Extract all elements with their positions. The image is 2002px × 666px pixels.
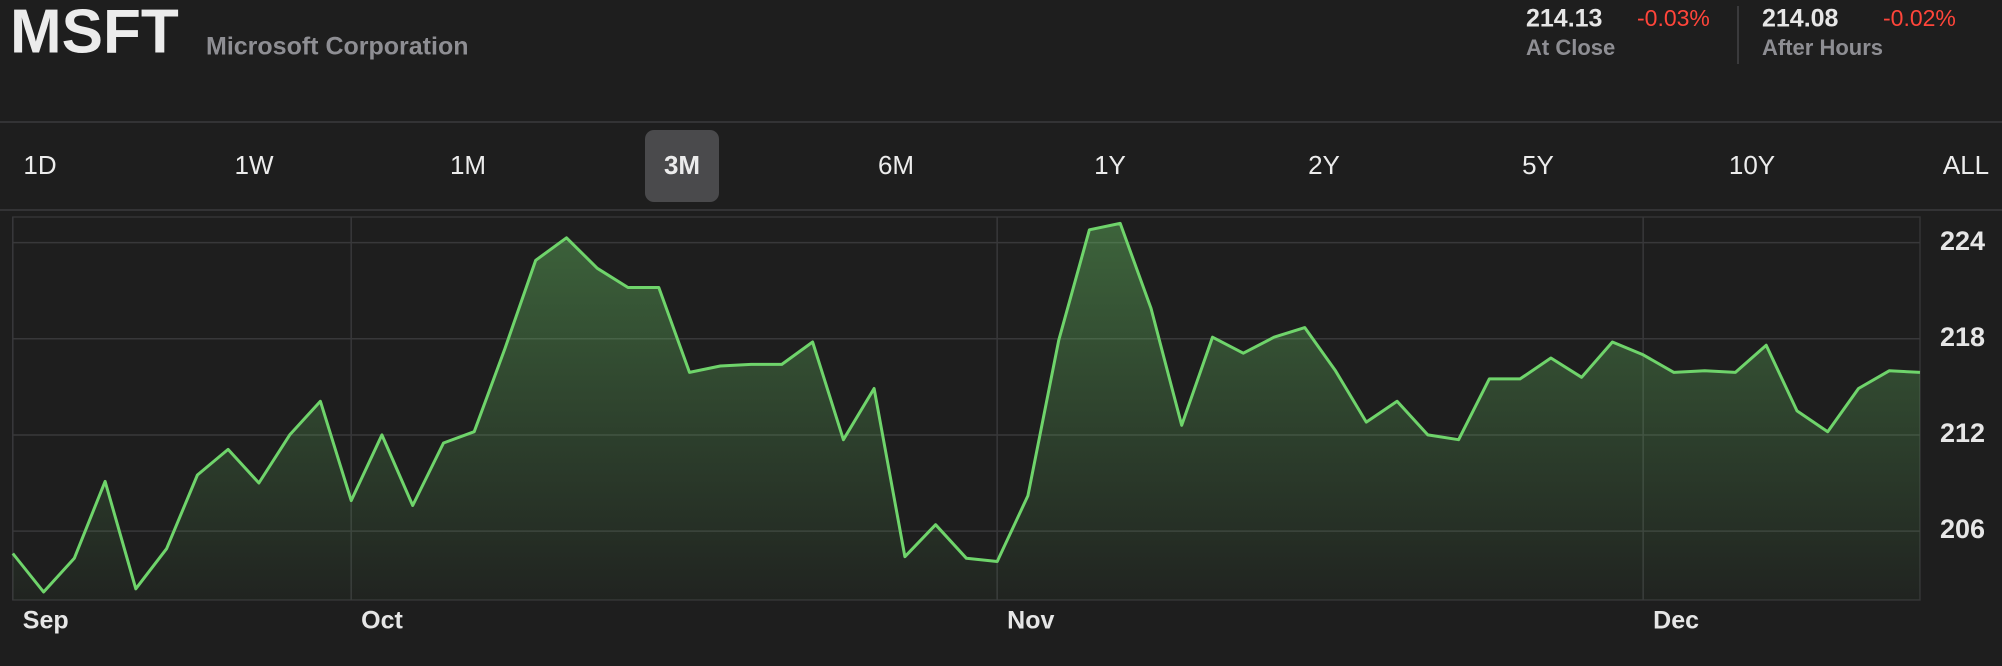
after-label: After Hours: [1762, 35, 1883, 60]
range-tab[interactable]: 10Y: [1729, 150, 1775, 180]
active-tab-bg: [645, 130, 719, 202]
x-tick-label: Nov: [1007, 607, 1054, 635]
y-tick-label: 224: [1940, 226, 1985, 256]
y-tick-label: 206: [1940, 514, 1985, 544]
y-tick-label: 218: [1940, 322, 1985, 352]
price-line: [11, 221, 1921, 594]
after-change: -0.02%: [1883, 5, 1956, 31]
after-price: 214.08: [1762, 5, 1839, 33]
x-tick-label: Dec: [1653, 607, 1699, 635]
range-tab[interactable]: 1M: [450, 150, 486, 180]
y-tick-label: 212: [1940, 418, 1985, 448]
range-tab[interactable]: 2Y: [1308, 150, 1340, 180]
close-price: 214.13: [1526, 5, 1602, 33]
x-tick-label: Oct: [361, 607, 403, 635]
close-change: -0.03%: [1637, 5, 1710, 31]
company-name: Microsoft Corporation: [206, 33, 469, 61]
range-tab[interactable]: 6M: [878, 150, 914, 180]
range-tab[interactable]: ALL: [1943, 150, 1989, 180]
chart: 206 212 218 224 Sep Oct Nov Dec: [11, 216, 1985, 635]
x-tick-label: Sep: [23, 607, 69, 635]
range-tabs: 1D 1W 1M 3M 6M 1Y 2Y 5Y 10Y ALL: [23, 130, 1989, 202]
range-tab[interactable]: 5Y: [1522, 150, 1554, 180]
range-tab[interactable]: 1Y: [1094, 150, 1126, 180]
ticker: MSFT: [10, 0, 179, 66]
range-tab[interactable]: 3M: [664, 150, 700, 180]
range-tab[interactable]: 1D: [23, 150, 56, 180]
range-tab[interactable]: 1W: [235, 150, 274, 180]
area-fill: [12, 223, 1920, 600]
close-label: At Close: [1526, 35, 1615, 60]
